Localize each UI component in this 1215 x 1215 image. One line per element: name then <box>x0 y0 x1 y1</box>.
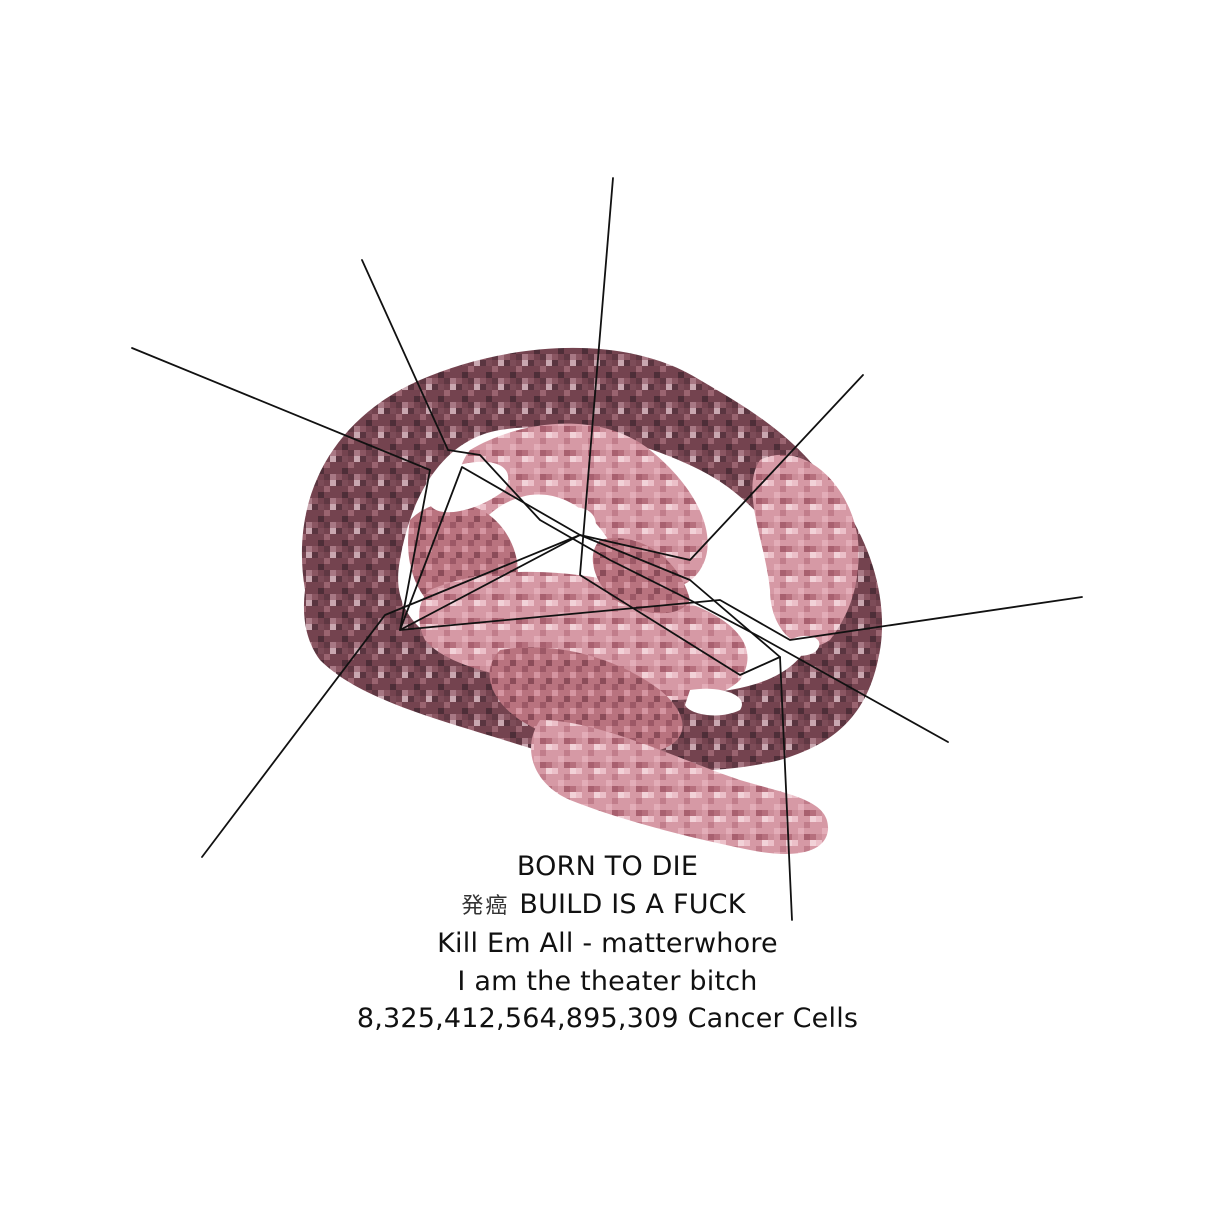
caption-line-4: I am the theater bitch <box>457 965 758 997</box>
outer-ring <box>301 347 883 771</box>
caption-block: BORN TO DIE 発癌 BUILD IS A FUCK Kill Em Al… <box>0 848 1215 1038</box>
right-lobe <box>752 454 859 647</box>
caption-line-3: Kill Em All - matterwhore <box>437 928 778 959</box>
caption-line-5: 8,325,412,564,895,309 Cancer Cells <box>356 1003 859 1034</box>
caption-line-1: BORN TO DIE <box>516 851 699 882</box>
gaps <box>428 461 820 716</box>
line-vertical <box>579 177 781 676</box>
line-network <box>131 177 1083 921</box>
caption-line-2-text: BUILD IS A FUCK <box>519 888 746 920</box>
caption-line-2: 発癌 BUILD IS A FUCK <box>0 886 1211 926</box>
line-upper <box>361 259 949 743</box>
line-right <box>399 466 1083 641</box>
caption-cjk-text: 発癌 <box>461 893 510 919</box>
